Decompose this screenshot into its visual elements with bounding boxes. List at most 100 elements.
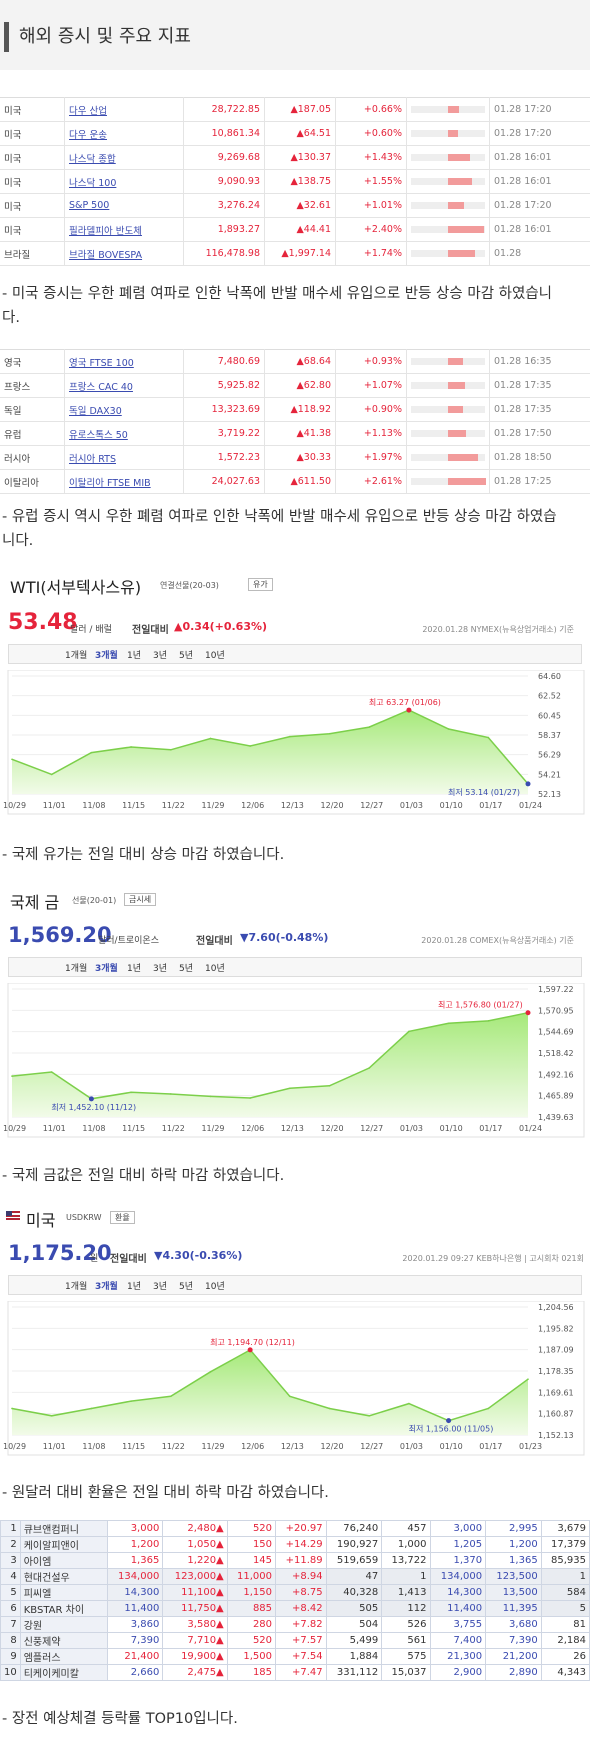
low-marker xyxy=(446,1418,452,1424)
index-link[interactable]: 필라델피아 반도체 xyxy=(64,217,184,242)
tab-period[interactable]: 1개월 xyxy=(65,651,88,661)
index-link[interactable]: 다우 운송 xyxy=(64,121,184,146)
high-marker xyxy=(525,1010,531,1016)
market-row: 영국 영국 FTSE 100 7,480.69 ▲68.64 +0.93% 01.28 1… xyxy=(0,349,590,374)
index-link[interactable]: 나스닥 종합 xyxy=(64,145,184,170)
series-area xyxy=(12,710,528,794)
change-bar-cell xyxy=(406,241,490,266)
tab-period[interactable]: 5년 xyxy=(179,964,194,974)
data-point xyxy=(209,1095,212,1098)
gold-period-tabs[interactable]: 1개월 3개월 1년 3년 5년 10년 xyxy=(8,957,582,977)
ipo-cell: 81 xyxy=(540,1616,590,1633)
y-tick-label: 1,152.13 xyxy=(538,1431,574,1440)
x-tick-label: 12/20 xyxy=(321,801,344,810)
tab-period[interactable]: 1년 xyxy=(127,1282,142,1292)
data-point xyxy=(11,758,13,761)
ipo-cell: 14,300 xyxy=(106,1584,164,1601)
usd-period-tabs[interactable]: 1개월 3개월 1년 3년 5년 10년 xyxy=(8,1275,582,1295)
ipo-cell: 11,400 xyxy=(106,1600,164,1617)
tab-period[interactable]: 3개월 xyxy=(95,1282,118,1292)
x-tick-label: 11/22 xyxy=(162,1442,185,1451)
high-marker xyxy=(247,1347,253,1353)
tab-period[interactable]: 3년 xyxy=(153,651,168,661)
tab-period[interactable]: 10년 xyxy=(205,651,225,661)
usd-chart-panel: 미국 USDKRW 환율 1,175.20 원 전일대비 ▼4.30(-0.36… xyxy=(0,1203,590,1465)
change-bar xyxy=(411,406,485,413)
tab-period[interactable]: 1개월 xyxy=(65,964,88,974)
ipo-cell: +7.47 xyxy=(275,1664,327,1681)
change-bar xyxy=(411,250,485,257)
wti-oil-button[interactable]: 유가 xyxy=(248,578,273,591)
x-tick-label: 11/22 xyxy=(162,1124,185,1133)
x-tick-label: 11/08 xyxy=(82,1124,105,1133)
time-cell: 01.28 17:20 xyxy=(489,121,590,146)
ipo-row: 10 티케이케미칼 2,660 2,475▲ 185 +7.47 331,112 15,037… xyxy=(0,1664,590,1681)
change-cell: ▲118.92 xyxy=(264,397,336,422)
ipo-cell: 134,000 xyxy=(429,1568,487,1585)
x-tick-label: 01/17 xyxy=(479,1124,502,1133)
data-point xyxy=(130,1400,132,1402)
tab-period[interactable]: 10년 xyxy=(205,1282,225,1292)
index-link[interactable]: 브라질 BOVESPA xyxy=(64,241,184,266)
tab-period[interactable]: 1년 xyxy=(127,964,142,974)
country-cell: 브라질 xyxy=(0,241,65,266)
data-point xyxy=(487,1407,490,1410)
tab-period[interactable]: 3개월 xyxy=(95,651,118,661)
ipo-cell: 134,000 xyxy=(106,1568,164,1585)
stock-name-cell: 피씨엘 xyxy=(19,1584,108,1601)
ipo-cell: 3,000 xyxy=(429,1520,487,1537)
time-cell: 01.28 18:50 xyxy=(489,445,590,470)
ipo-cell: +8.42 xyxy=(275,1600,327,1617)
x-tick-label: 11/01 xyxy=(43,1442,66,1451)
change-bar-cell xyxy=(406,445,490,470)
high-annotation: 최고 63.27 (01/06) xyxy=(369,697,441,707)
tab-period[interactable]: 10년 xyxy=(205,964,225,974)
index-link[interactable]: S&P 500 xyxy=(64,193,184,218)
data-point xyxy=(11,1407,13,1410)
wti-period-tabs[interactable]: 1개월 3개월 1년 3년 5년 10년 xyxy=(8,644,582,664)
tab-period[interactable]: 1개월 xyxy=(65,1282,88,1292)
change-bar xyxy=(411,178,485,185)
index-link[interactable]: 다우 산업 xyxy=(64,97,184,122)
index-link[interactable]: 프랑스 CAC 40 xyxy=(64,373,184,398)
time-cell: 01.28 16:35 xyxy=(489,349,590,374)
price-cell: 116,478.98 xyxy=(183,241,265,266)
tab-period[interactable]: 1년 xyxy=(127,651,142,661)
ipo-cell: 1,365 xyxy=(106,1552,164,1569)
change-cell: ▲187.05 xyxy=(264,97,336,122)
country-cell: 유럽 xyxy=(0,421,65,446)
y-tick-label: 1,492.16 xyxy=(538,1070,574,1079)
country-cell: 미국 xyxy=(0,97,65,122)
change-bar-fill xyxy=(448,478,487,485)
ipo-cell: 1,150 xyxy=(226,1584,277,1601)
index-link[interactable]: 독일 DAX30 xyxy=(64,397,184,422)
data-point xyxy=(249,745,251,747)
index-link[interactable]: 러시아 RTS xyxy=(64,445,184,470)
tab-period[interactable]: 5년 xyxy=(179,1282,194,1292)
wti-change: ▲0.34(+0.63%) xyxy=(174,620,268,633)
x-tick-label: 12/20 xyxy=(321,1124,344,1133)
tab-period[interactable]: 3년 xyxy=(153,1282,168,1292)
usd-rate-button[interactable]: 환율 xyxy=(110,1211,135,1224)
x-tick-label: 11/15 xyxy=(122,1442,145,1451)
time-cell: 01.28 17:35 xyxy=(489,373,590,398)
ipo-cell: 1,000 xyxy=(381,1536,431,1553)
index-link[interactable]: 유로스톡스 50 xyxy=(64,421,184,446)
ipo-cell: 2,184 xyxy=(540,1632,590,1649)
ipo-cell: 13,500 xyxy=(485,1584,542,1601)
usd-unit: 원 xyxy=(90,1254,99,1264)
gold-price-button[interactable]: 금시세 xyxy=(124,893,157,906)
country-cell: 미국 xyxy=(0,193,65,218)
index-link[interactable]: 이탈리아 FTSE MIB xyxy=(64,469,184,494)
time-cell: 01.28 17:20 xyxy=(489,97,590,122)
gold-line-chart: 1,597.22 1,570.95 1,544.69 1,518.42 1,492.16… xyxy=(3,983,585,1138)
x-tick-label: 10/29 xyxy=(3,801,26,810)
tab-period[interactable]: 3개월 xyxy=(95,964,118,974)
index-link[interactable]: 나스닥 100 xyxy=(64,169,184,194)
country-cell: 이탈리아 xyxy=(0,469,65,494)
index-link[interactable]: 영국 FTSE 100 xyxy=(64,349,184,374)
change-bar-cell xyxy=(406,469,490,494)
tab-period[interactable]: 5년 xyxy=(179,651,194,661)
ipo-cell: 526 xyxy=(381,1616,431,1633)
tab-period[interactable]: 3년 xyxy=(153,964,168,974)
